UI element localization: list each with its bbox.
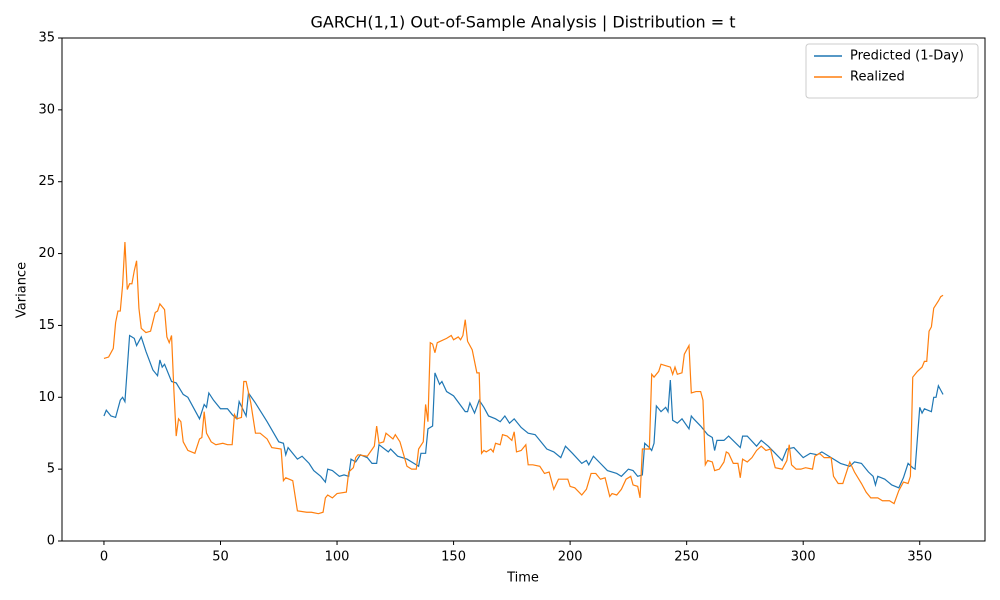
y-tick-label: 15 <box>38 318 55 333</box>
chart-title: GARCH(1,1) Out-of-Sample Analysis | Dist… <box>310 13 735 32</box>
x-tick-label: 200 <box>558 550 583 565</box>
y-tick-label: 25 <box>38 174 55 189</box>
x-tick-label: 150 <box>441 550 466 565</box>
series-line <box>103 334 944 489</box>
x-tick-label: 100 <box>325 550 350 565</box>
x-tick-label: 350 <box>907 550 932 565</box>
legend-box <box>805 43 979 99</box>
y-axis-label: Variance <box>15 262 30 318</box>
legend-label: Realized <box>850 70 905 85</box>
x-tick-label: 250 <box>674 550 699 565</box>
x-tick-label: 50 <box>212 550 229 565</box>
y-tick-label: 20 <box>38 246 55 261</box>
y-tick-label: 35 <box>38 31 55 46</box>
series-line <box>103 242 944 515</box>
x-tick-label: 0 <box>100 550 108 565</box>
y-tick-label: 0 <box>47 534 55 549</box>
plot-frame <box>61 37 986 542</box>
y-tick-label: 5 <box>47 462 55 477</box>
x-axis-label: Time <box>506 571 539 586</box>
y-tick-label: 30 <box>38 102 55 117</box>
legend-label: Predicted (1-Day) <box>850 49 964 64</box>
y-tick-label: 10 <box>38 390 55 405</box>
x-tick-label: 300 <box>791 550 816 565</box>
